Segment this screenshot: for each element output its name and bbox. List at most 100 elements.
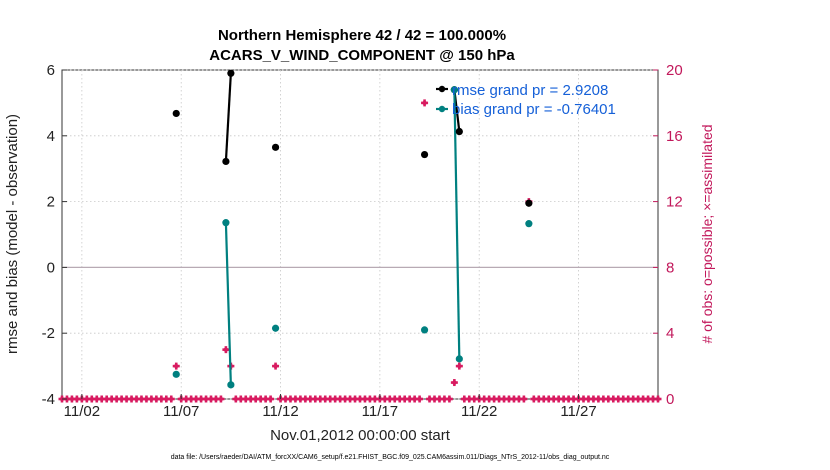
obs-count-mark <box>311 395 319 403</box>
series-point-1 <box>271 324 280 332</box>
x-tick-label: 11/07 <box>163 403 199 420</box>
obs-count-mark <box>520 395 528 403</box>
series-point-0 <box>455 127 463 136</box>
obs-mark-dot <box>332 396 338 402</box>
chart-title: Northern Hemisphere 42 / 42 = 100.000% <box>218 27 506 44</box>
x-tick-label: 11/17 <box>362 403 398 420</box>
obs-mark-dot <box>293 396 298 402</box>
series-segment-0 <box>224 73 232 162</box>
obs-mark-dot <box>382 396 388 402</box>
x-tick-label: 11/02 <box>64 403 100 420</box>
x-tick-label: 11/27 <box>560 403 596 420</box>
obs-count-mark <box>421 99 429 107</box>
obs-mark-dot <box>164 396 169 402</box>
obs-mark-dot <box>467 396 472 402</box>
obs-count-mark <box>237 395 245 403</box>
obs-count-marks <box>58 99 662 403</box>
obs-mark-dot <box>198 396 204 402</box>
obs-mark-dot <box>342 396 348 402</box>
series-point-0 <box>525 199 533 207</box>
legend: rmse grand pr = 2.9208 bias grand pr = -… <box>436 82 616 118</box>
obs-mark-dot <box>496 396 502 402</box>
obs-mark-dot <box>283 396 288 402</box>
plot-frame <box>61 69 659 400</box>
obs-mark-dot <box>268 396 273 402</box>
obs-mark-dot <box>442 396 447 402</box>
obs-count-mark <box>500 395 508 403</box>
obs-mark-dot <box>233 396 239 402</box>
obs-mark-dot <box>104 396 109 402</box>
obs-mark-dot <box>154 396 159 402</box>
obs-mark-dot <box>99 396 104 402</box>
obs-mark-dot <box>134 396 139 402</box>
obs-count-mark <box>450 379 458 387</box>
series-point-1 <box>172 370 180 378</box>
series-point-1 <box>450 86 458 94</box>
obs-mark-dot <box>481 396 487 402</box>
obs-mark-dot <box>491 396 497 402</box>
obs-mark-dot <box>243 396 248 402</box>
obs-mark-dot <box>89 396 95 402</box>
obs-mark-dot <box>601 396 606 402</box>
obs-mark-dot <box>218 396 224 402</box>
obs-mark-dot <box>506 396 512 402</box>
series-point-1 <box>420 326 429 334</box>
obs-mark-dot <box>169 396 174 402</box>
obs-mark-dot <box>606 396 611 402</box>
obs-count-mark <box>445 395 453 403</box>
y2-tick-label: 16 <box>666 128 683 145</box>
obs-mark-dot <box>541 396 546 402</box>
obs-mark-dot <box>248 396 253 402</box>
obs-mark-dot <box>308 396 313 402</box>
series-point-1 <box>455 355 463 363</box>
x-tick-label: 11/22 <box>461 403 497 420</box>
data-file-footer: data file: /Users/raeder/DAI/ATM_forcXX/… <box>171 454 610 461</box>
series-point-0 <box>172 109 180 118</box>
obs-count-mark <box>272 362 280 370</box>
obs-mark-dot <box>193 396 199 402</box>
obs-mark-dot <box>536 396 541 402</box>
obs-mark-dot <box>571 396 576 402</box>
obs-mark-dot <box>114 396 119 402</box>
obs-mark-dot <box>640 396 646 402</box>
y2-tick-label: 12 <box>666 194 683 211</box>
obs-mark-dot <box>347 396 353 402</box>
obs-count-mark <box>167 395 175 403</box>
obs-count-mark <box>455 362 463 370</box>
obs-mark-dot <box>124 396 129 402</box>
obs-mark-dot <box>253 396 258 402</box>
obs-mark-dot <box>263 396 268 402</box>
x-axis-label: Nov.01,2012 00:00:00 start <box>270 427 451 444</box>
obs-mark-dot <box>258 396 263 402</box>
obs-mark-dot <box>357 396 363 402</box>
obs-mark-dot <box>323 396 328 402</box>
obs-count-mark <box>222 346 230 354</box>
obs-mark-dot <box>457 363 462 369</box>
obs-mark-dot <box>159 396 164 402</box>
y-axis-right-label: # of obs: o=possible; ×=assimilated <box>699 124 715 343</box>
series-point-0 <box>420 150 429 159</box>
obs-mark-dot <box>407 396 412 402</box>
obs-mark-dot <box>213 396 219 402</box>
obs-mark-dot <box>556 396 561 402</box>
obs-mark-dot <box>208 396 214 402</box>
obs-mark-dot <box>362 396 368 402</box>
obs-mark-dot <box>417 396 422 402</box>
obs-mark-dot <box>635 396 641 402</box>
series-lines <box>224 73 461 385</box>
obs-mark-dot <box>422 100 427 106</box>
obs-mark-dot <box>586 396 591 402</box>
obs-count-mark <box>217 395 225 403</box>
series-segment-1 <box>224 222 232 385</box>
obs-mark-dot <box>328 396 333 402</box>
obs-mark-dot <box>318 396 323 402</box>
obs-count-mark <box>267 395 275 403</box>
y2-tick-label: 0 <box>666 391 674 408</box>
obs-mark-dot <box>630 396 636 402</box>
obs-mark-dot <box>69 396 75 402</box>
obs-mark-dot <box>616 396 621 402</box>
y-tick-label: -4 <box>42 391 55 408</box>
obs-mark-dot <box>561 396 566 402</box>
obs-mark-dot <box>516 396 522 402</box>
